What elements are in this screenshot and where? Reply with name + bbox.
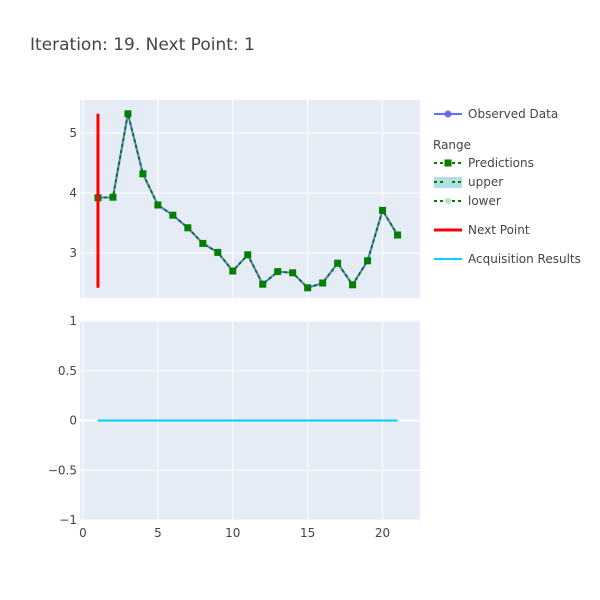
prediction-point: [124, 110, 132, 118]
bottom-y-tick-label: −1: [59, 513, 77, 527]
legend-item-lower[interactable]: lower: [434, 194, 501, 208]
top-y-tick-label: 4: [69, 186, 77, 200]
legend-observed-marker: [444, 110, 452, 118]
legend-item-next-point[interactable]: Next Point: [434, 223, 530, 237]
top-y-tick-labels: 3 4 5: [69, 126, 77, 260]
top-traces: [94, 110, 402, 292]
legend-acquisition-label: Acquisition Results: [468, 252, 581, 266]
top-y-tick-label: 5: [69, 126, 77, 140]
legend-predictions-label: Predictions: [468, 156, 534, 170]
bottom-x-tick-label: 20: [375, 526, 390, 540]
bottom-x-tick-labels: 0 5 10 15 20: [79, 526, 390, 540]
prediction-point: [304, 284, 312, 292]
lower-bound-line: [97, 113, 399, 289]
prediction-point: [274, 268, 282, 276]
prediction-point: [259, 280, 267, 288]
bottom-y-tick-label: 0: [69, 414, 77, 428]
top-panel: 3 4 5: [69, 100, 420, 298]
legend-item-acquisition[interactable]: Acquisition Results: [434, 252, 581, 266]
prediction-point: [139, 170, 147, 178]
legend-lower-label: lower: [468, 194, 501, 208]
prediction-point: [319, 279, 327, 287]
prediction-point: [154, 201, 162, 209]
prediction-point: [199, 239, 207, 247]
legend-range-title: Range: [433, 138, 471, 152]
bottom-y-tick-label: −0.5: [48, 463, 77, 477]
prediction-point: [184, 224, 192, 232]
prediction-point: [379, 206, 387, 214]
legend-item-observed[interactable]: Observed Data: [434, 107, 558, 121]
legend-predictions-marker: [444, 159, 452, 167]
legend-lower-marker: [445, 198, 451, 204]
prediction-point: [334, 259, 342, 267]
bottom-y-tick-labels: −1 −0.5 0 0.5 1: [48, 314, 77, 527]
legend-observed-label: Observed Data: [468, 107, 558, 121]
bottom-x-tick-label: 5: [154, 526, 162, 540]
top-y-tick-label: 3: [69, 246, 77, 260]
bottom-y-tick-label: 0.5: [58, 364, 77, 378]
bottom-x-tick-label: 15: [300, 526, 315, 540]
prediction-point: [169, 211, 177, 219]
legend-upper-marker: [445, 179, 451, 185]
bottom-panel: −1 −0.5 0 0.5 1 0 5 10 15 20: [48, 314, 420, 540]
legend: Observed Data Range Predictions upper lo…: [433, 107, 581, 266]
legend-upper-label: upper: [468, 175, 503, 189]
legend-next-point-label: Next Point: [468, 223, 530, 237]
bottom-x-tick-label: 0: [79, 526, 87, 540]
prediction-point: [364, 257, 372, 265]
bottom-x-tick-label: 10: [225, 526, 240, 540]
bottom-y-tick-label: 1: [69, 314, 77, 328]
legend-item-upper[interactable]: upper: [434, 175, 503, 189]
legend-item-predictions[interactable]: Predictions: [434, 156, 534, 170]
chart-title: Iteration: 19. Next Point: 1: [30, 35, 255, 55]
